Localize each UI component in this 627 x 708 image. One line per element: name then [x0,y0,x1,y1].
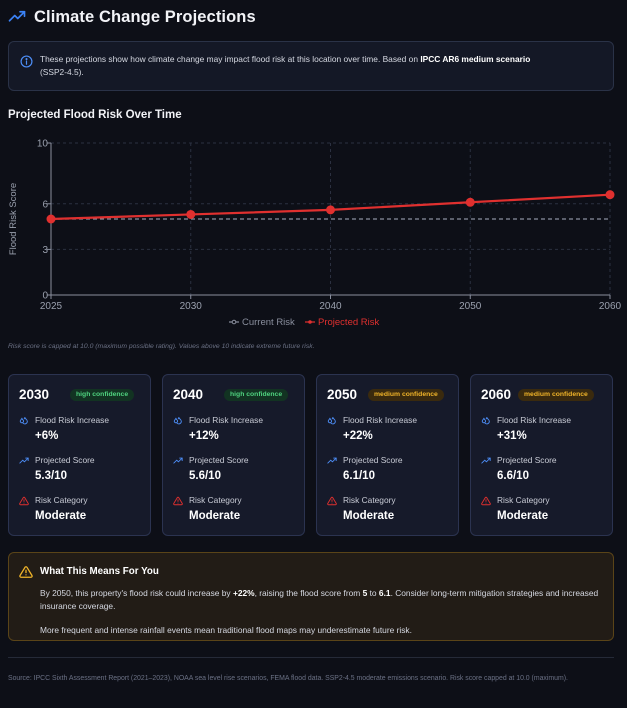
data-point-2030 [186,209,196,219]
confidence-badge: high confidence [224,389,289,401]
x-tick-label: 2030 [180,301,203,312]
x-tick-label: 2040 [319,301,342,312]
metric-label: Risk Category [189,495,242,505]
metric-label: Projected Score [497,455,557,465]
highlight-increase: +22% [232,588,255,598]
metric-value: +22% [343,430,373,442]
metric-value: +6% [35,430,59,442]
card-year: 2050 [327,387,358,402]
data-point-2050 [465,197,475,207]
x-tick-label: 2060 [599,301,622,312]
legend-label-current: Current Risk [242,317,295,328]
data-point-2040 [326,205,335,215]
metric-label: Projected Score [343,455,403,465]
legend-label-projected: Projected Risk [318,317,379,328]
impact-summary-title: What This Means For You [40,566,159,577]
warning-triangle-icon [327,496,337,506]
text-segment: , raising the flood score from [254,588,363,598]
card-year: 2060 [481,387,512,402]
info-icon [20,55,33,68]
y-tick-label: 3 [42,245,48,256]
highlight-projected-score: 6.1 [378,588,391,598]
y-axis-label: Flood Risk Score [8,183,19,255]
text-segment: to [367,588,379,598]
legend-marker-projected-dot [308,320,312,324]
metric-value: Moderate [189,510,241,522]
metric-label: Risk Category [343,495,396,505]
highlight-current-score: 5 [362,588,368,598]
metric-label: Risk Category [497,495,550,505]
projection-cards: 2030 high confidence Flood Risk Increase… [8,374,614,536]
metric-label: Projected Score [189,455,249,465]
projection-card-2040: 2040 high confidence Flood Risk Increase… [162,374,305,536]
y-tick-label: 10 [37,139,49,150]
metric-label: Flood Risk Increase [497,415,572,425]
droplets-icon [481,417,490,425]
metric-label: Flood Risk Increase [343,415,418,425]
header: Climate Change Projections [8,6,256,28]
flood-risk-chart: 0 3 6 10 2025 2030 2040 2050 2060 Flood Risk Scor… [8,139,622,329]
text-segment: . Consider long-term mitigation strategi… [40,588,599,611]
divider [8,657,614,658]
card-year: 2030 [19,387,50,402]
y-tick-label: 6 [42,199,48,210]
metric-value: 6.1/10 [343,470,375,482]
confidence-badge: high confidence [70,389,135,401]
info-banner: These projections show how climate chang… [8,41,614,91]
metric-label: Projected Score [35,455,95,465]
chart-title: Projected Flood Risk Over Time [8,109,182,121]
x-tick-label: 2025 [40,301,63,312]
info-scenario-code: (SSP2-4.5). [40,66,84,77]
x-tick-label: 2050 [459,301,482,312]
text-segment: By 2050, this property's flood risk coul… [40,588,233,598]
droplets-icon [327,417,336,425]
droplets-icon [173,417,182,425]
warning-triangle-icon [19,566,33,578]
metric-value: Moderate [35,510,87,522]
metric-value: 5.3/10 [35,470,67,482]
warning-triangle-icon [481,496,491,506]
confidence-badge: medium confidence [518,389,594,401]
warning-triangle-icon [173,496,183,506]
metric-value: Moderate [343,510,395,522]
trending-up-icon [327,457,337,464]
trending-up-icon [481,457,491,464]
info-text: These projections show how climate chang… [40,54,421,64]
metric-label: Flood Risk Increase [35,415,110,425]
metric-value: 5.6/10 [189,470,221,482]
metric-value: Moderate [497,510,549,522]
trending-up-icon [8,10,26,22]
projection-card-2050: 2050 medium confidence Flood Risk Increa… [316,374,459,536]
legend-marker-current-dot [231,319,237,325]
trending-up-icon [19,457,29,464]
projection-card-2030: 2030 high confidence Flood Risk Increase… [8,374,151,536]
projection-card-2060: 2060 medium confidence Flood Risk Increa… [470,374,613,536]
page-title: Climate Change Projections [34,7,256,26]
info-scenario: IPCC AR6 medium scenario [420,54,531,64]
card-year: 2040 [173,387,204,402]
chart-note: Risk score is capped at 10.0 (maximum po… [8,343,315,350]
source-footer: Source: IPCC Sixth Assessment Report (20… [8,675,568,682]
metric-value: +31% [497,430,527,442]
y-tick-label: 0 [42,291,48,302]
data-point-2060 [605,190,615,200]
droplets-icon [19,417,28,425]
impact-summary-text: By 2050, this property's flood risk coul… [40,587,605,613]
confidence-badge: medium confidence [368,389,444,401]
metric-value: 6.6/10 [497,470,529,482]
metric-label: Flood Risk Increase [189,415,264,425]
impact-summary: What This Means For You By 2050, this pr… [8,552,614,641]
metric-label: Risk Category [35,495,88,505]
data-point-2025 [46,214,56,224]
metric-value: +12% [189,430,219,442]
warning-triangle-icon [19,496,29,506]
impact-summary-note: More frequent and intense rainfall event… [40,625,412,635]
trending-up-icon [173,457,183,464]
